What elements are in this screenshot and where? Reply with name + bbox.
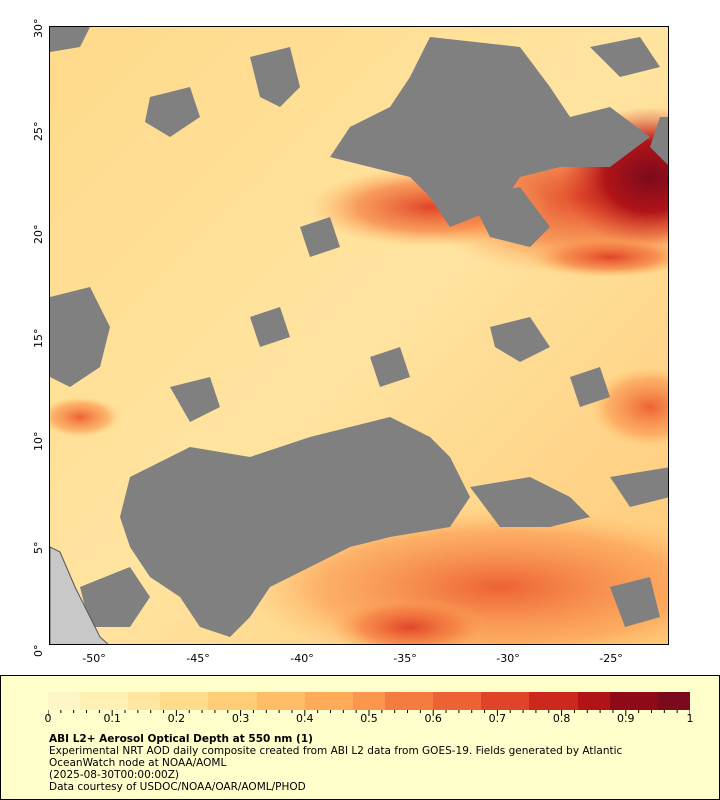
latitude-tick-label: 10°: [32, 431, 45, 451]
colorbar-segment: [401, 692, 418, 710]
colorbar-tick-label: 0.7: [488, 712, 507, 725]
colorbar-tick-label: 0.1: [103, 712, 121, 725]
colorbar-segment: [144, 692, 161, 710]
latitude-tick-label: 15°: [32, 328, 45, 348]
colorbar-segment: [224, 692, 241, 710]
colorbar-segment: [641, 692, 658, 710]
latitude-tick-label: 20°: [32, 224, 45, 245]
colorbar-tick-label: 0.6: [424, 712, 442, 725]
colorbar-segment: [48, 692, 65, 710]
colorbar-segment: [96, 692, 113, 710]
longitude-tick-label: -45°: [186, 652, 210, 665]
colorbar-segment: [561, 692, 578, 710]
legend-panel: 0 0.1 0.2 0.3 0.4 0.5 0.6 0.7 0.8 0.9 1 ABI L2+ Ae…: [0, 675, 720, 800]
colorbar-segment: [192, 692, 209, 710]
colorbar-tick-label: 0.3: [231, 712, 250, 725]
colorbar-tick-label: 0: [44, 712, 52, 725]
colorbar-segment: [465, 692, 482, 710]
colorbar-segment: [513, 692, 530, 710]
colorbar-segment: [449, 692, 466, 710]
colorbar-tick-label: 0.2: [167, 712, 186, 725]
latitude-tick-label: 0°: [32, 644, 45, 658]
aod-map-image: [50, 27, 668, 644]
colorbar-segment: [128, 692, 145, 710]
aod-map: [49, 26, 669, 645]
legend-credit: Data courtesy of USDOC/NOAA/OAR/AOML/PHO…: [49, 781, 306, 793]
colorbar-segment: [609, 692, 626, 710]
longitude-tick-label: -25°: [599, 652, 623, 665]
longitude-tick-label: -50°: [82, 652, 106, 665]
colorbar-segment: [577, 692, 594, 710]
colorbar-segment: [417, 692, 434, 710]
colorbar-tick-label: 0.9: [617, 712, 635, 725]
colorbar-tick-label: 1: [686, 712, 694, 725]
colorbar-segment: [208, 692, 225, 710]
longitude-tick-label: -40°: [290, 652, 314, 665]
colorbar-segment: [80, 692, 97, 710]
colorbar-segment: [545, 692, 562, 710]
colorbar-segment: [112, 692, 129, 710]
colorbar-segment: [304, 692, 321, 710]
colorbar-segment: [481, 692, 498, 710]
colorbar-segment: [352, 692, 369, 710]
colorbar-tick-label: 0.5: [360, 712, 378, 725]
colorbar-segment: [176, 692, 193, 710]
colorbar-segment: [160, 692, 177, 710]
colorbar-ticks: [48, 710, 690, 716]
colorbar-segment: [657, 692, 674, 710]
longitude-tick-label: -35°: [393, 652, 417, 665]
colorbar-segment: [240, 692, 257, 710]
colorbar-segment: [272, 692, 289, 710]
colorbar-segment: [368, 692, 385, 710]
colorbar-segment: [384, 692, 402, 710]
latitude-tick-label: 25°: [32, 121, 45, 142]
colorbar-segment: [256, 692, 273, 710]
colorbar-segment: [320, 692, 337, 710]
colorbar-segment: [497, 692, 514, 710]
longitude-tick-label: -30°: [496, 652, 520, 665]
colorbar-tick-label: 0.4: [296, 712, 314, 725]
colorbar-segment: [673, 692, 690, 710]
colorbar-segment: [433, 692, 450, 710]
legend-description-cont: OceanWatch node at NOAA/AOML: [49, 757, 227, 769]
latitude-tick-label: 5°: [32, 541, 45, 554]
legend-description: Experimental NRT AOD daily composite cre…: [49, 745, 623, 757]
colorbar-segment: [625, 692, 642, 710]
colorbar-tick-label: 0.8: [552, 712, 571, 725]
colorbar-segment: [336, 692, 353, 710]
colorbar-segment: [64, 692, 81, 710]
colorbar-segment: [288, 692, 305, 710]
colorbar: [48, 692, 690, 710]
legend-title: ABI L2+ Aerosol Optical Depth at 550 nm …: [49, 733, 313, 745]
colorbar-segment: [593, 692, 610, 710]
legend-text: ABI L2+ Aerosol Optical Depth at 550 nm …: [49, 733, 622, 793]
colorbar-segment: [529, 692, 546, 710]
legend-date: (2025-08-30T00:00:00Z): [49, 769, 179, 781]
latitude-tick-label: 30°: [32, 18, 45, 39]
